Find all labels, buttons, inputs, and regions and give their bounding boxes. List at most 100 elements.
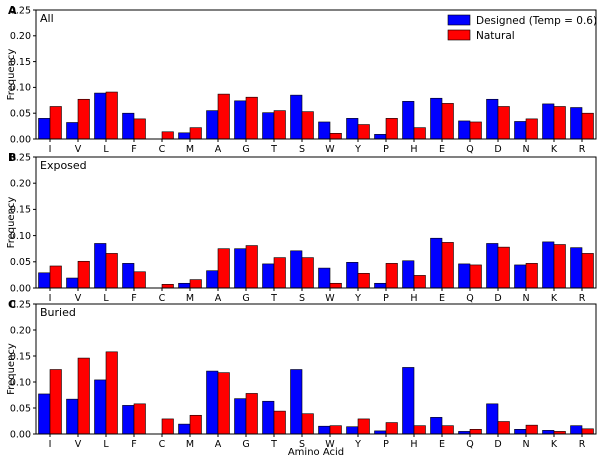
panel-a-xtick-label: Y xyxy=(354,144,361,155)
panel-b-xtick-label: I xyxy=(49,293,52,304)
panel-a-bar-natural-l xyxy=(105,91,118,140)
panel-b-xtick-label: E xyxy=(439,293,445,304)
panel-c-xtick-label: A xyxy=(215,439,222,450)
panel-c-xtick-label: F xyxy=(131,439,136,450)
panel-b-bar-natural-n xyxy=(525,263,538,289)
panel-c-bar-designed-d xyxy=(486,403,499,435)
panel-b-letter: B xyxy=(8,151,16,164)
panel-a-title: All xyxy=(40,12,54,25)
panel-c-bar-natural-f xyxy=(133,403,146,435)
panel-a-xtick-label: F xyxy=(131,144,136,155)
panel-b-xtick-label: S xyxy=(299,293,305,304)
panel-b-xtick-label: H xyxy=(410,293,417,304)
panel-a-bar-designed-v xyxy=(66,122,79,140)
panel-b-xtick-label: C xyxy=(159,293,166,304)
panel-b-bar-designed-p xyxy=(374,282,387,289)
panel-c-title: Buried xyxy=(40,306,76,319)
panel-a-bar-natural-s xyxy=(301,111,314,140)
panel-a-bar-natural-g xyxy=(245,96,258,140)
legend-swatch-natural xyxy=(447,29,471,41)
panel-b-bar-designed-g xyxy=(234,248,247,289)
panel-b-bar-designed-h xyxy=(402,260,415,289)
panel-c-xtick-label: T xyxy=(270,439,277,450)
panel-a-ytick-label: 0.00 xyxy=(10,134,31,145)
panel-c-xtick-label: W xyxy=(325,439,335,450)
panel-a-bar-designed-p xyxy=(374,134,387,140)
panel-c-bar-designed-i xyxy=(38,393,51,435)
panel-a-bar-designed-k xyxy=(542,103,555,140)
panel-c-bar-designed-y xyxy=(346,426,359,435)
panel-c-ytick-label: 0.15 xyxy=(10,351,31,362)
panel-a-ytick-label: 0.25 xyxy=(10,5,31,16)
panel-c-xtick-label: H xyxy=(410,439,417,450)
panel-a-bar-natural-m xyxy=(189,127,202,140)
panel-b-ytick-label: 0.10 xyxy=(10,231,31,242)
panel-b-bar-designed-r xyxy=(570,247,583,289)
panel-c-bar-designed-h xyxy=(402,367,415,435)
panel-a-bar-natural-c xyxy=(161,131,174,140)
panel-c-ytick-label: 0.05 xyxy=(10,403,31,414)
panel-c-xtick-label: C xyxy=(159,439,166,450)
panel-a-bar-natural-h xyxy=(413,127,426,140)
panel-c-letter: C xyxy=(8,298,16,311)
panel-a-bar-designed-q xyxy=(458,120,471,140)
panel-a-bar-designed-h xyxy=(402,101,415,140)
panel-c-bar-natural-y xyxy=(357,418,370,435)
panel-a-ytick-label: 0.05 xyxy=(10,109,31,120)
panel-b-xtick-label: P xyxy=(383,293,389,304)
panel-a-bar-designed-d xyxy=(486,98,499,140)
panel-a-bar-natural-a xyxy=(217,93,230,140)
panel-b-bar-designed-f xyxy=(122,263,135,289)
panel-a-bar-designed-l xyxy=(94,92,107,140)
panel-a-bar-natural-y xyxy=(357,124,370,140)
panel-a-bar-natural-q xyxy=(469,121,482,140)
panel-a-bar-natural-t xyxy=(273,110,286,140)
panel-b-bar-natural-h xyxy=(413,275,426,289)
panel-a-bar-natural-d xyxy=(497,106,510,140)
panel-a-bar-designed-t xyxy=(262,112,275,140)
panel-a-xtick-label: M xyxy=(186,144,194,155)
panel-c-bar-natural-l xyxy=(105,351,118,435)
panel-b-bar-designed-t xyxy=(262,263,275,289)
panel-a-xtick-label: K xyxy=(551,144,558,155)
panel-c-bar-designed-l xyxy=(94,379,107,435)
panel-c-ylabel: Frequency xyxy=(6,343,17,395)
panel-a-bar-natural-w xyxy=(329,133,342,140)
panel-b-bar-designed-v xyxy=(66,277,79,289)
panel-b-ytick-label: 0.20 xyxy=(10,179,31,190)
panel-a-axes-frame xyxy=(35,9,597,140)
panel-b-bar-designed-q xyxy=(458,263,471,289)
panel-c-xtick-label: V xyxy=(75,439,82,450)
panel-c-xtick-label: R xyxy=(579,439,586,450)
panel-a-xtick-label: S xyxy=(299,144,305,155)
panel-b-xtick-label: T xyxy=(270,293,277,304)
panel-a-bar-natural-r xyxy=(581,112,594,140)
panel-c-bar-natural-q xyxy=(469,429,482,435)
panel-b-bar-designed-y xyxy=(346,262,359,289)
panel-a-bar-designed-w xyxy=(318,121,331,140)
panel-b-bar-natural-i xyxy=(49,265,62,289)
panel-b-bar-designed-e xyxy=(430,237,443,289)
panel-c-ytick-label: 0.10 xyxy=(10,377,31,388)
panel-b-xtick-label: M xyxy=(186,293,194,304)
panel-a-xtick-label: I xyxy=(49,144,52,155)
panel-c-bar-designed-n xyxy=(514,429,527,435)
panel-b-xtick-label: Y xyxy=(354,293,361,304)
panel-b-bar-designed-s xyxy=(290,250,303,289)
panel-b-xtick-label: R xyxy=(579,293,586,304)
panel-c-bar-natural-m xyxy=(189,414,202,435)
panel-a-bar-designed-n xyxy=(514,121,527,140)
panel-b-bar-natural-d xyxy=(497,246,510,289)
panel-a-xtick-label: V xyxy=(75,144,82,155)
panel-c-bar-designed-e xyxy=(430,417,443,435)
panel-a-xtick-label: N xyxy=(522,144,529,155)
x-axis-label: Amino Acid xyxy=(288,447,344,458)
panel-a-xtick-label: Q xyxy=(466,144,473,155)
panel-a-xtick-label: C xyxy=(159,144,166,155)
panel-b-bar-natural-k xyxy=(553,244,566,289)
panel-c-bar-designed-w xyxy=(318,425,331,435)
panel-a-xtick-label: L xyxy=(103,144,109,155)
panel-c-xtick-label: E xyxy=(439,439,445,450)
panel-a-ylabel: Frequency xyxy=(6,49,17,101)
